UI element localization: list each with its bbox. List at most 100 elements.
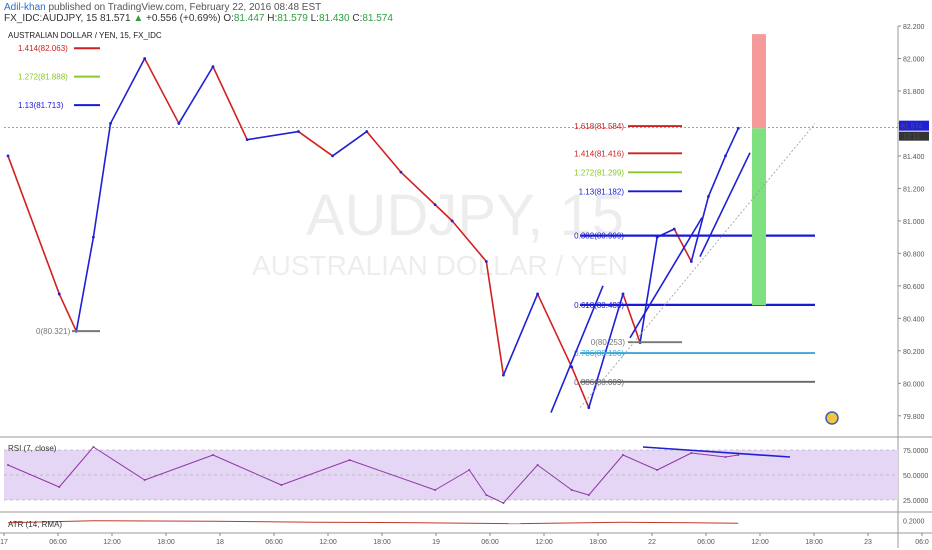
rsi-segment [537, 464, 573, 491]
rsi-segment [588, 454, 624, 496]
trend-line [699, 152, 751, 257]
rsi-segment [656, 452, 692, 471]
price-point [365, 130, 369, 133]
y-tick-label: 80.200 [903, 349, 925, 356]
price-segment [212, 66, 248, 141]
x-tick-label: 22 [648, 539, 656, 546]
price-point [689, 260, 693, 263]
fib-left-label: 1.414(82.063) [18, 44, 68, 53]
x-tick-label: 18:00 [805, 539, 823, 546]
x-tick-label: 23 [864, 539, 872, 546]
target-zone-red [752, 34, 766, 129]
rsi-segment [93, 446, 145, 481]
fib-right-label: 0(80.253) [591, 338, 626, 347]
price-point [450, 219, 454, 223]
rsi-title: RSI (7, close) [8, 444, 57, 453]
x-tick-label: 12:00 [535, 539, 553, 546]
rsi-segment [691, 452, 726, 458]
price-point [621, 292, 625, 296]
price-segment [297, 130, 334, 157]
up-arrow-icon: ▲ [133, 13, 144, 24]
rsi-segment [7, 464, 60, 488]
y-tick-label: 81.800 [903, 89, 925, 96]
rsi-segment [58, 446, 94, 488]
price-segment [485, 261, 505, 376]
rsi-point [622, 454, 624, 456]
rsi-point [92, 446, 95, 448]
atr-segment [212, 520, 316, 523]
x-tick-label: 06:0 [915, 539, 929, 546]
rsi-point [468, 469, 471, 471]
price-point [587, 406, 591, 410]
rsi-point [485, 494, 488, 496]
x-tick-label: 12:00 [751, 539, 769, 546]
rsi-point [280, 484, 283, 486]
price-point [736, 126, 740, 130]
atr-segment [417, 522, 521, 525]
price-segment [143, 58, 180, 124]
price-badge-bg [899, 120, 929, 131]
x-tick-label: 18:00 [589, 539, 607, 546]
x-tick-label: 12:00 [319, 539, 337, 546]
rsi-point [434, 489, 437, 491]
close-label: C: [352, 13, 363, 24]
rsi-segment [349, 459, 436, 491]
rsi-segment [434, 469, 470, 491]
rsi-divergence-line [642, 446, 791, 458]
price-point [707, 195, 710, 198]
price-point [92, 235, 95, 239]
dotted-trend-line [579, 123, 816, 408]
x-tick-label: 06:00 [697, 539, 715, 546]
rsi-point [348, 459, 351, 461]
price-change: +0.556 (+0.69%) [146, 13, 221, 24]
close-value: 81.574 [362, 13, 393, 24]
globe-icon[interactable] [825, 411, 839, 425]
price-segment [502, 293, 539, 376]
rsi-point [143, 479, 146, 481]
x-tick-label: 06:00 [265, 539, 283, 546]
price-point [109, 122, 112, 125]
rsi-segment [725, 454, 739, 458]
rsi-segment [212, 454, 282, 486]
high-value: 81.579 [277, 13, 308, 24]
fib-right-label: 1.618(81.584) [574, 122, 624, 131]
rsi-point [536, 464, 539, 466]
rsi-segment [571, 489, 589, 496]
y-tick-label: 80.400 [903, 316, 925, 323]
price-segment [109, 58, 146, 124]
price-segment [690, 196, 710, 262]
rsi-point [502, 502, 505, 504]
price-badge: 81.574 12:11 [899, 120, 929, 141]
high-label: H: [267, 13, 278, 24]
price-point [484, 260, 488, 263]
x-tick-label: 06:00 [481, 539, 499, 546]
y-tick-label: 80.000 [903, 381, 925, 388]
price-segment [75, 236, 95, 332]
price-point [245, 138, 249, 142]
price-segment [724, 127, 740, 157]
price-point [143, 57, 147, 60]
price-segment [178, 66, 214, 124]
rsi-segment [622, 454, 658, 471]
rsi-point [7, 464, 9, 466]
author-link[interactable]: Adil-khan [4, 2, 46, 13]
fib-right-label: 1.272(81.299) [574, 168, 624, 177]
price-segment [58, 293, 78, 332]
price-segment [7, 155, 60, 295]
trend-line [550, 285, 604, 413]
trend-line [629, 217, 703, 339]
main-pane-bg [0, 26, 898, 432]
rsi-point [656, 469, 659, 471]
y-tick-label: 81.000 [903, 219, 925, 226]
price-segment [673, 228, 693, 262]
rsi-point [724, 456, 727, 458]
last-price: 81.571 [99, 13, 131, 24]
rsi-tick-label: 50.0000 [903, 473, 928, 480]
fib-right-label: 1.414(81.416) [574, 149, 624, 158]
price-segment [639, 236, 658, 343]
fib-left-label: 1.272(81.888) [18, 73, 68, 82]
fib-left-label: 0(80.321) [36, 327, 71, 336]
rsi-segment [144, 454, 214, 481]
price-point [399, 170, 403, 174]
